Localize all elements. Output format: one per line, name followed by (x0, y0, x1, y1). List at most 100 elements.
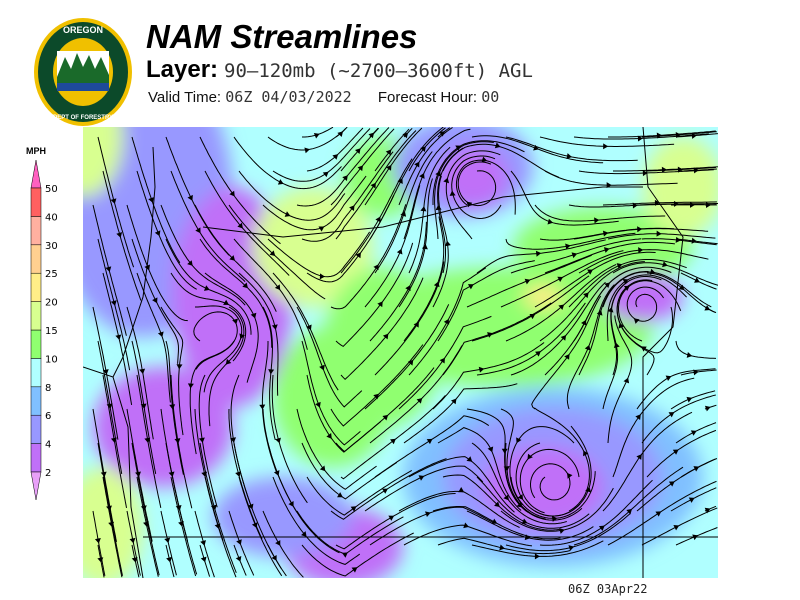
streamline-arrow (169, 404, 176, 410)
legend-label: 30 (45, 241, 58, 252)
timestamp-footer: 06Z 03Apr22 (568, 582, 648, 596)
streamline-arrow (247, 503, 254, 510)
streamline-arrow (638, 247, 644, 254)
streamline-arrow (583, 450, 589, 457)
streamline-arrow (178, 521, 184, 527)
streamline-arrow (195, 227, 201, 234)
streamline-arrow (229, 190, 235, 197)
streamline-arrow (662, 261, 668, 268)
streamline-arrow (152, 297, 158, 304)
streamline-arrow (214, 523, 221, 530)
streamline-arrow (668, 412, 675, 418)
streamline-arrow (463, 522, 469, 529)
streamline-arrow (157, 331, 164, 338)
streamline-arrow (551, 515, 558, 522)
streamline-arrow (564, 353, 570, 360)
streamline (296, 127, 390, 207)
streamline-arrow (693, 466, 700, 472)
streamline-arrow (566, 153, 572, 160)
streamline-arrow (187, 260, 193, 266)
streamline-arrow (242, 282, 248, 289)
streamline-arrow (704, 305, 711, 311)
streamline-arrow (533, 144, 539, 151)
streamline-arrow (370, 182, 376, 189)
legend-label: 2 (45, 468, 51, 479)
streamline (675, 238, 718, 245)
streamline-arrow (449, 190, 456, 196)
streamline-arrow (467, 284, 474, 290)
legend-swatch (30, 386, 42, 416)
coastline (83, 366, 144, 578)
streamline (680, 369, 717, 376)
streamline-arrow (349, 205, 355, 211)
streamline-arrow (686, 352, 693, 358)
streamline-arrow (110, 198, 117, 204)
streamline (675, 340, 717, 359)
streamline-arrow (388, 515, 395, 521)
streamline-arrow (559, 528, 565, 534)
streamline-arrow (319, 364, 325, 371)
wind-speed-area (253, 187, 373, 307)
streamline (607, 480, 717, 546)
streamline-arrow (385, 149, 392, 156)
streamline-arrow (148, 197, 154, 203)
streamline-arrow (425, 511, 431, 518)
streamline-arrow (110, 300, 117, 306)
streamline-arrow (102, 369, 109, 375)
streamline-arrow (426, 438, 433, 445)
streamline-arrow (694, 277, 700, 283)
streamline-arrow (97, 557, 104, 563)
streamline-arrow (499, 544, 505, 551)
streamline-arrow (94, 538, 101, 544)
legend-label: 10 (45, 354, 58, 365)
streamline-arrow (655, 511, 662, 517)
legend-label: 8 (45, 383, 51, 394)
legend-high-arrow (30, 159, 42, 189)
legend-swatch (30, 216, 42, 246)
streamline-arrow (108, 521, 115, 528)
streamline-arrow (517, 494, 524, 500)
streamline-arrow (271, 324, 278, 330)
streamline-arrow (598, 525, 605, 531)
streamline-arrow (656, 230, 662, 237)
layer-label: Layer: (146, 56, 219, 83)
streamline-arrow (397, 178, 403, 184)
streamline-arrow (390, 438, 396, 445)
streamline-arrow (435, 170, 441, 177)
valid-time-info: Valid Time: 06Z 04/03/2022 Forecast Hour… (148, 88, 521, 106)
streamline-arrow (402, 132, 409, 139)
streamline-arrow (115, 334, 122, 341)
streamline-arrow (443, 177, 450, 184)
streamline-arrow (521, 518, 528, 524)
streamline-arrow (565, 243, 571, 250)
streamline (170, 476, 197, 577)
legend-label: 15 (45, 326, 58, 337)
streamline-arrow (503, 494, 509, 501)
streamline-arrow (337, 131, 344, 138)
streamline-arrow (443, 318, 450, 325)
wind-speed-area (523, 285, 563, 309)
streamline-arrow (355, 252, 361, 259)
streamline-arrow (144, 264, 150, 271)
streamline-arrow (633, 318, 640, 324)
streamline-arrow (524, 278, 531, 285)
streamline-arrow (433, 281, 440, 288)
streamline-arrow (203, 285, 210, 291)
streamline-arrow (235, 556, 242, 562)
streamline-arrow (567, 472, 573, 479)
streamline (126, 510, 141, 576)
streamline-arrow (535, 351, 541, 357)
streamline-arrow (382, 414, 389, 421)
legend-unit: MPH (26, 146, 46, 156)
streamline-arrow (494, 501, 500, 508)
streamline-arrow (516, 437, 522, 444)
streamline-arrow (164, 537, 171, 544)
streamline (102, 476, 123, 578)
streamline-arrow (251, 522, 258, 528)
streamline-arrow (616, 263, 623, 269)
legend-swatch (30, 272, 42, 302)
streamline-arrow (322, 171, 329, 178)
streamline (680, 168, 717, 172)
streamline-arrow (421, 243, 428, 250)
streamline-arrow (623, 285, 630, 292)
